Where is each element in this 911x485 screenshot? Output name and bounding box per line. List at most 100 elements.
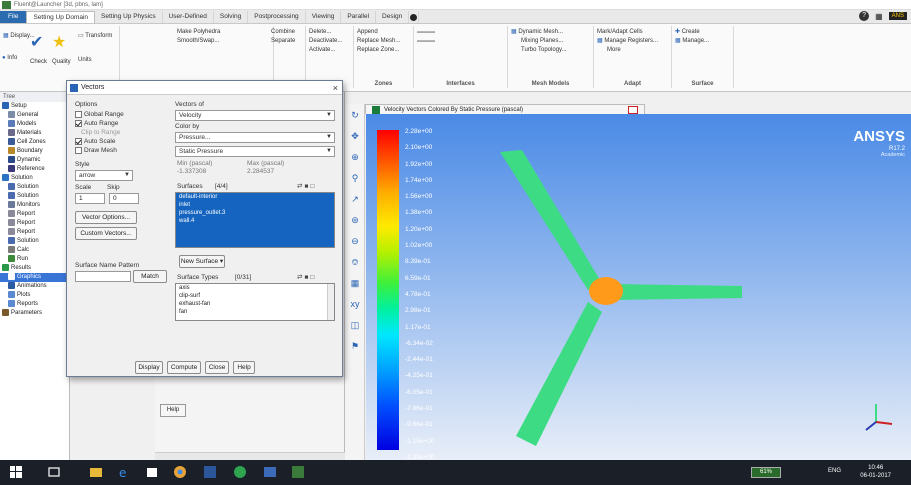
task-view-icon[interactable] <box>48 466 60 478</box>
surface-type-item[interactable]: fan <box>179 309 188 315</box>
match-button[interactable]: Match <box>133 270 167 283</box>
surface-name-pattern-input[interactable] <box>75 271 131 282</box>
vector-options-button[interactable]: Vector Options... <box>75 211 137 224</box>
dynamic-mesh-button[interactable]: ▦ Dynamic Mesh... <box>511 29 564 35</box>
tree-item-boundary[interactable]: Boundary <box>0 147 69 156</box>
probe-icon[interactable]: ↗ <box>351 194 359 204</box>
task-page-horizontal-scrollbar[interactable] <box>155 452 345 460</box>
tree-item-reports[interactable]: Reports <box>0 300 69 309</box>
tree-item-monitors[interactable]: Monitors <box>0 201 69 210</box>
zoom-box-icon[interactable]: ⚲ <box>351 173 359 183</box>
graphics-window[interactable]: 2.28e+00 2.10e+00 1.92e+00 1.74e+00 1.56… <box>366 114 911 461</box>
delete-zone-button[interactable]: Delete... <box>309 29 332 35</box>
info-button[interactable]: ● Info <box>2 55 18 61</box>
adapt-more-button[interactable]: More <box>607 47 621 53</box>
surfaces-list[interactable]: default-interior inlet pressure_outlet.3… <box>175 192 335 248</box>
surface-item[interactable]: wall.4 <box>176 217 334 225</box>
deactivate-button[interactable]: Deactivate... <box>309 38 343 44</box>
language-indicator[interactable]: ENG <box>827 468 841 474</box>
surface-types-scrollbar[interactable] <box>327 284 334 320</box>
surface-types-list[interactable]: axis clip-surf exhaust-fan fan <box>175 283 335 321</box>
auto-range-checkbox[interactable]: Auto Range <box>75 120 118 127</box>
turbo-topology-button[interactable]: Turbo Topology... <box>521 47 567 53</box>
interfaces-button-2[interactable]: ▬▬▬ <box>417 38 435 44</box>
scale-input[interactable]: 1 <box>75 193 105 204</box>
surfaces-select-icons[interactable]: ⇄■□ <box>297 183 317 190</box>
tab-user-defined[interactable]: User-Defined <box>163 11 214 23</box>
global-range-checkbox[interactable]: Global Range <box>75 111 124 118</box>
media-icon[interactable] <box>264 466 276 478</box>
tree-item-parameters[interactable]: Parameters <box>0 309 69 318</box>
tree-item-results[interactable]: Results <box>0 264 69 273</box>
interfaces-button-1[interactable]: ▬▬▬ <box>417 29 435 35</box>
ribbon-options-button[interactable] <box>409 11 420 23</box>
layout-icon[interactable]: ◫ <box>350 320 360 330</box>
separate-button[interactable]: Separate <box>271 38 296 44</box>
help-icon[interactable]: ? <box>859 11 870 21</box>
create-surface-button[interactable]: ✚ Create <box>675 29 700 35</box>
surface-item[interactable]: default-interior <box>176 193 334 201</box>
browser-icon[interactable] <box>234 466 246 478</box>
style-dropdown[interactable]: arrow ▼ <box>75 170 133 181</box>
draw-mesh-checkbox[interactable]: Draw Mesh <box>75 147 117 154</box>
manage-surface-button[interactable]: ▦ Manage... <box>675 38 710 44</box>
tab-setting-up-domain[interactable]: Setting Up Domain <box>26 11 96 23</box>
surface-type-item[interactable]: exhaust-fan <box>179 301 211 307</box>
battery-indicator[interactable]: 61% <box>751 467 781 478</box>
display-button[interactable]: Display <box>135 361 163 374</box>
store-icon[interactable] <box>146 466 158 478</box>
tree-item-solution-controls[interactable]: Solution <box>0 192 69 201</box>
fit-icon[interactable]: ⊛ <box>351 215 359 225</box>
color-by-dropdown[interactable]: Pressure... ▼ <box>175 132 335 143</box>
tree-item-models[interactable]: Models <box>0 120 69 129</box>
tree-item-animations[interactable]: Animations <box>0 282 69 291</box>
custom-vectors-button[interactable]: Custom Vectors... <box>75 227 137 240</box>
fluent-taskbar-icon[interactable] <box>292 466 304 478</box>
check-button[interactable]: ✔ <box>30 35 43 51</box>
zoom-in-icon[interactable]: ⊕ <box>351 152 359 162</box>
close-button[interactable]: Close <box>205 361 229 374</box>
vectors-of-dropdown[interactable]: Velocity ▼ <box>175 110 335 121</box>
manage-registers-button[interactable]: ▦ Manage Registers... <box>597 38 659 44</box>
tree-item-dynamic[interactable]: Dynamic <box>0 156 69 165</box>
tree-item-reference[interactable]: Reference <box>0 165 69 174</box>
mixing-planes-button[interactable]: Mixing Planes... <box>521 38 564 44</box>
color-by-sub-dropdown[interactable]: Static Pressure ▼ <box>175 146 335 157</box>
tree-item-report-1[interactable]: Report <box>0 210 69 219</box>
activate-button[interactable]: Activate... <box>309 47 336 53</box>
edge-browser-icon[interactable]: e <box>118 466 130 478</box>
new-surface-button[interactable]: New Surface ▾ <box>179 255 225 268</box>
tree-item-cell-zones[interactable]: Cell Zones <box>0 138 69 147</box>
tree-item-setup[interactable]: Setup <box>0 102 69 111</box>
windows-start-icon[interactable] <box>10 466 22 478</box>
surface-type-item[interactable]: clip-surf <box>179 293 201 299</box>
skip-input[interactable]: 0 <box>109 193 139 204</box>
close-icon[interactable] <box>628 106 638 114</box>
tree-item-report-2[interactable]: Report <box>0 219 69 228</box>
tab-viewing[interactable]: Viewing <box>306 11 342 23</box>
clip-to-range-checkbox[interactable]: Clip to Range <box>81 129 121 136</box>
tree-item-graphics[interactable]: Graphics <box>0 273 69 282</box>
file-explorer-icon[interactable] <box>90 466 102 478</box>
clock[interactable]: 10:46 06-01-2017 <box>860 464 891 480</box>
select-icon[interactable]: ⎊ <box>351 257 359 267</box>
tree-item-solution-init[interactable]: Solution <box>0 237 69 246</box>
units-button[interactable]: Units <box>78 57 92 63</box>
task-page-help-button[interactable]: Help <box>160 404 186 417</box>
auto-scale-checkbox[interactable]: Auto Scale <box>75 138 115 145</box>
replace-mesh-button[interactable]: Replace Mesh... <box>357 38 401 44</box>
quality-button[interactable]: ★ <box>52 35 66 51</box>
pan-icon[interactable]: ✥ <box>351 131 359 141</box>
tab-design[interactable]: Design <box>376 11 410 23</box>
display-mesh-button[interactable]: ▦ Display... <box>3 33 35 39</box>
tab-postprocessing[interactable]: Postprocessing <box>248 11 306 23</box>
graphics-window-tab[interactable]: Velocity Vectors Colored By Static Press… <box>365 104 645 114</box>
make-polyhedra-button[interactable]: Make Polyhedra <box>177 29 221 35</box>
help-button[interactable]: Help <box>233 361 255 374</box>
pointer-icon[interactable]: ⚑ <box>350 341 360 351</box>
word-icon[interactable] <box>204 466 216 478</box>
append-button[interactable]: Append <box>357 29 378 35</box>
tree-item-general[interactable]: General <box>0 111 69 120</box>
surface-item[interactable]: inlet <box>176 201 334 209</box>
close-icon[interactable]: × <box>332 83 338 93</box>
